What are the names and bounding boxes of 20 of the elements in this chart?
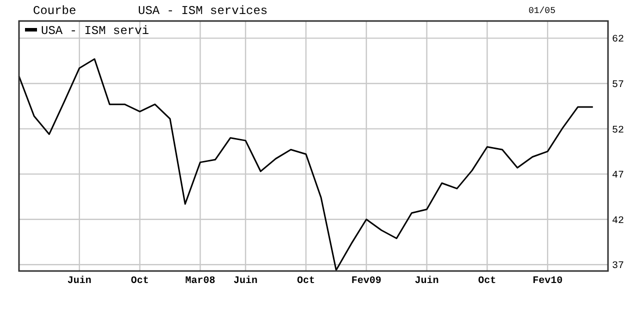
y-tick-label: 47 [612, 170, 624, 182]
x-tick-label: Fev09 [351, 276, 382, 287]
y-tick-label: 57 [612, 80, 624, 91]
x-tick-label: Juin [67, 275, 92, 287]
x-tick-label: Juin [414, 275, 439, 287]
y-tick-label: 42 [612, 216, 624, 227]
y-tick-label: 37 [612, 261, 624, 272]
x-tick-label: Juin [234, 275, 258, 287]
legend-label: USA - ISM servi [41, 24, 150, 38]
chart-title: USA - ISM services [138, 4, 268, 18]
text: Courbe [33, 4, 76, 18]
line-series [18, 58, 594, 271]
y-tick-label: 52 [612, 125, 624, 136]
x-tick-label: Mar08 [185, 276, 216, 287]
x-tick-label: Oct [478, 276, 496, 287]
x-tick-label: Fev10 [532, 276, 563, 287]
y-tick-label: 62 [612, 34, 624, 46]
x-tick-label: Oct [130, 276, 149, 287]
text: 01/05 [528, 6, 556, 16]
x-tick-label: Oct [296, 276, 315, 287]
